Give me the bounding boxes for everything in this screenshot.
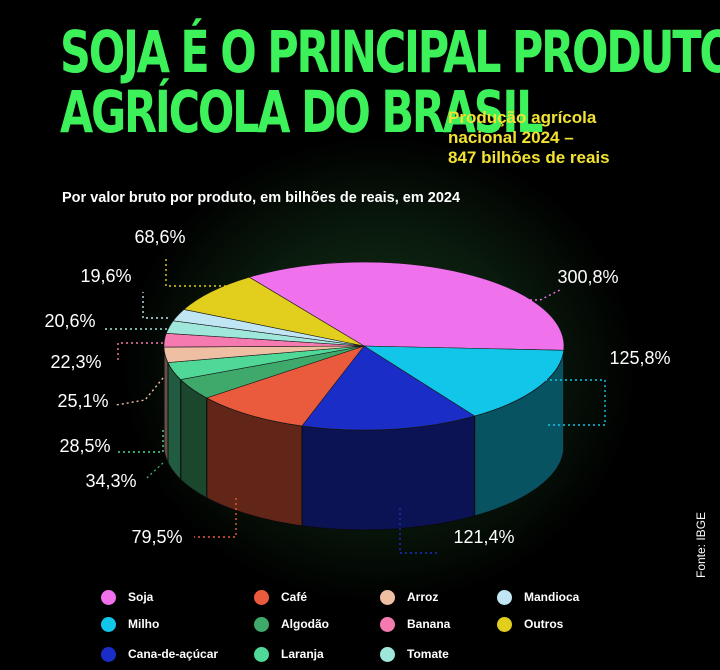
legend-label: Banana: [407, 617, 451, 631]
leader-line-banana: [117, 342, 168, 362]
legend-item-algod-o: Algodão: [254, 615, 329, 633]
leader-line-cana-de-açúcar: [399, 508, 440, 554]
legend-label: Algodão: [281, 617, 329, 631]
chart-subtitle: Por valor bruto por produto, em bilhões …: [62, 190, 461, 206]
legend-label: Arroz: [407, 590, 439, 604]
legend-swatch: [497, 589, 512, 605]
legend-item-arroz: Arroz: [380, 588, 438, 606]
page-title: SOJA É O PRINCIPAL PRODUTO AGRÍCOLA DO B…: [60, 18, 720, 146]
legend-label: Soja: [128, 590, 154, 604]
pie-sides: [163, 346, 565, 531]
pie-slice-café: [205, 345, 365, 427]
legend-swatch: [497, 616, 512, 632]
leader-line-soja: [470, 289, 561, 301]
leader-line-laranja: [116, 430, 164, 453]
data-label-soja: 300,8%: [557, 267, 618, 287]
legend-item-cana-de-a-car: Cana-de-açúcar: [101, 645, 218, 663]
legend-label: Mandioca: [524, 590, 580, 604]
total-production-note: Produção agrícola nacional 2024 – 847 bi…: [448, 108, 610, 167]
legend-item-tomate: Tomate: [380, 645, 449, 663]
legend-item-caf-: Café: [254, 588, 307, 606]
data-label-tomate: 20,6%: [44, 311, 95, 331]
legend-swatch: [380, 646, 395, 662]
legend-swatch: [380, 616, 395, 632]
pie-slice-milho: [362, 345, 565, 417]
legend-swatch: [101, 589, 116, 605]
data-label-café: 79,5%: [131, 527, 182, 547]
legend-item-milho: Milho: [101, 615, 159, 633]
pie-slice-outros: [183, 276, 365, 347]
source-credit: Fonte: IBGE: [694, 511, 708, 578]
legend-item-soja: Soja: [101, 588, 153, 606]
data-labels: 300,8% 125,8% 121,4% 79,5% 34,3% 28,5% 25,1% 22…: [44, 227, 671, 554]
legend-swatch: [380, 589, 395, 605]
data-label-outros: 68,6%: [134, 227, 185, 247]
legend-swatch: [101, 646, 116, 662]
data-label-milho: 125,8%: [609, 348, 670, 368]
legend-item-laranja: Laranja: [254, 645, 324, 663]
legend-swatch: [254, 646, 269, 662]
data-label-mandioca: 19,6%: [80, 266, 131, 286]
legend-swatch: [254, 616, 269, 632]
leader-line-café: [194, 498, 237, 538]
legend-item-banana: Banana: [380, 615, 450, 633]
leader-line-milho: [545, 379, 606, 426]
legend-label: Outros: [524, 617, 564, 631]
leader-line-mandioca: [142, 292, 168, 319]
pie-top: [163, 261, 565, 431]
data-label-laranja: 28,5%: [59, 436, 110, 456]
legend-label: Café: [281, 590, 308, 604]
legend-item-mandioca: Mandioca: [497, 588, 579, 606]
leader-line-algodão: [144, 462, 164, 481]
legend-swatch: [254, 589, 269, 605]
legend-swatch: [101, 616, 116, 632]
leader-line-outros: [165, 256, 251, 287]
legend-label: Milho: [128, 617, 160, 631]
data-label-arroz: 25,1%: [57, 391, 108, 411]
data-label-cana-de-açúcar: 121,4%: [453, 527, 514, 547]
legend-item-outros: Outros: [497, 615, 563, 633]
data-label-banana: 22,3%: [50, 352, 101, 372]
legend-label: Laranja: [281, 647, 324, 661]
pie-slice-cana-de-açúcar: [301, 345, 476, 431]
pie-slice-soja: [248, 261, 565, 351]
legend-label: Tomate: [407, 647, 449, 661]
legend-label: Cana-de-açúcar: [128, 647, 219, 661]
data-label-algodão: 34,3%: [85, 471, 136, 491]
